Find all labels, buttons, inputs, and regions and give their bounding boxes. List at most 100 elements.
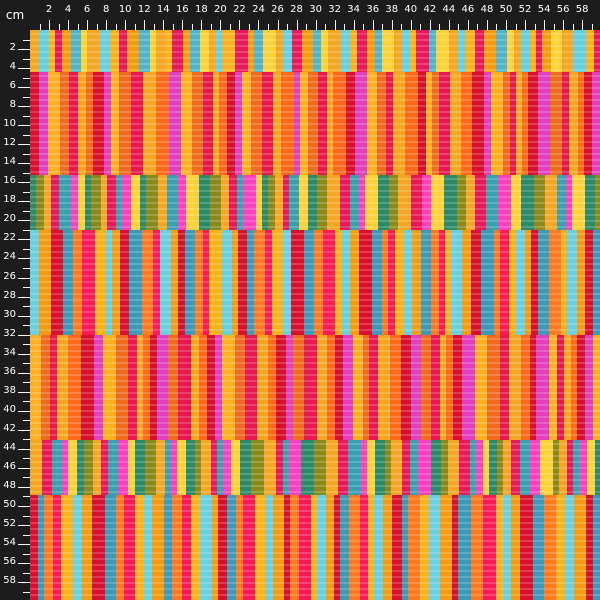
fabric-texture: [405, 153, 418, 155]
fabric-texture: [247, 269, 254, 271]
fabric-texture: [265, 329, 272, 331]
fabric-texture: [50, 368, 57, 370]
fabric-texture: [353, 338, 363, 340]
fabric-texture: [536, 428, 549, 430]
fabric-stripe: [375, 30, 383, 72]
fabric-texture: [116, 392, 128, 394]
fabric-texture: [219, 111, 227, 113]
fabric-texture: [192, 99, 203, 101]
fabric-texture: [416, 39, 429, 41]
fabric-texture: [93, 461, 101, 463]
fabric-texture: [63, 281, 73, 283]
fabric-texture: [87, 57, 100, 59]
fabric-texture: [217, 473, 223, 475]
fabric-texture: [497, 443, 503, 445]
fabric-texture: [411, 392, 421, 394]
fabric-texture: [402, 33, 410, 35]
fabric-stripe: [237, 175, 244, 230]
fabric-texture: [157, 368, 168, 370]
fabric-texture: [195, 269, 203, 271]
fabric-texture: [112, 329, 120, 331]
fabric-texture: [203, 87, 213, 89]
fabric-texture: [333, 147, 346, 149]
fabric-stripe: [509, 335, 522, 440]
fabric-texture: [503, 117, 510, 119]
fabric-texture: [528, 129, 538, 131]
fabric-texture: [571, 386, 577, 388]
fabric-texture: [232, 323, 238, 325]
fabric-texture: [367, 63, 375, 65]
fabric-texture: [509, 281, 516, 283]
fabric-texture: [538, 105, 550, 107]
fabric-texture: [335, 404, 343, 406]
fabric-texture: [209, 257, 222, 259]
fabric-texture: [81, 410, 94, 412]
fabric-texture: [150, 350, 157, 352]
fabric-texture: [265, 257, 272, 259]
fabric-texture: [551, 45, 562, 47]
fabric-texture: [542, 63, 551, 65]
fabric-texture: [39, 141, 48, 143]
fabric-texture: [131, 93, 143, 95]
fabric-texture: [167, 220, 178, 222]
fabric-texture: [116, 398, 128, 400]
fabric-texture: [500, 329, 509, 331]
fabric-texture: [59, 220, 71, 222]
fabric-texture: [69, 93, 78, 95]
fabric-texture: [593, 386, 600, 388]
fabric-texture: [301, 479, 314, 481]
fabric-texture: [257, 374, 268, 376]
fabric-texture: [484, 75, 491, 77]
fabric-stripe: [262, 72, 274, 175]
fabric-texture: [577, 257, 585, 259]
fabric-texture: [410, 473, 418, 475]
fabric-texture: [507, 57, 514, 59]
fabric-texture: [42, 473, 52, 475]
fabric-texture: [128, 398, 137, 400]
fabric-texture: [82, 263, 95, 265]
fabric-texture: [216, 57, 222, 59]
fabric-texture: [143, 404, 150, 406]
fabric-texture: [439, 165, 450, 167]
fabric-texture: [242, 129, 251, 131]
fabric-texture: [50, 338, 57, 340]
fabric-texture: [245, 422, 257, 424]
fabric-texture: [489, 455, 497, 457]
fabric-texture: [63, 329, 73, 331]
fabric-texture: [401, 422, 411, 424]
fabric-texture: [333, 153, 346, 155]
fabric-texture: [530, 473, 540, 475]
fabric-texture: [30, 398, 41, 400]
fabric-texture: [48, 171, 60, 173]
fabric-texture: [254, 281, 265, 283]
fabric-texture: [359, 226, 365, 228]
fabric-texture: [272, 233, 283, 235]
fabric-texture: [577, 311, 585, 313]
fabric-texture: [440, 362, 446, 364]
fabric-texture: [238, 299, 247, 301]
fabric-texture: [203, 293, 209, 295]
fabric-texture: [536, 410, 549, 412]
fabric-texture: [440, 404, 446, 406]
fabric-texture: [93, 93, 104, 95]
fabric-texture: [36, 208, 44, 210]
fabric-stripe: [171, 440, 178, 495]
fabric-texture: [483, 449, 489, 451]
fabric-texture: [421, 380, 431, 382]
fabric-texture: [247, 323, 254, 325]
fabric-texture: [81, 374, 94, 376]
fabric-texture: [462, 392, 475, 394]
fabric-texture: [181, 135, 192, 137]
fabric-texture: [445, 323, 451, 325]
fabric-texture: [569, 75, 578, 77]
fabric-texture: [283, 190, 289, 192]
fabric-texture: [318, 87, 327, 89]
fabric-texture: [199, 214, 210, 216]
fabric-texture: [377, 129, 386, 131]
fabric-texture: [521, 202, 534, 204]
fabric-stripe: [458, 30, 466, 72]
fabric-texture: [30, 263, 39, 265]
fabric-texture: [207, 338, 215, 340]
fabric-texture: [375, 33, 382, 35]
fabric-texture: [30, 305, 39, 307]
